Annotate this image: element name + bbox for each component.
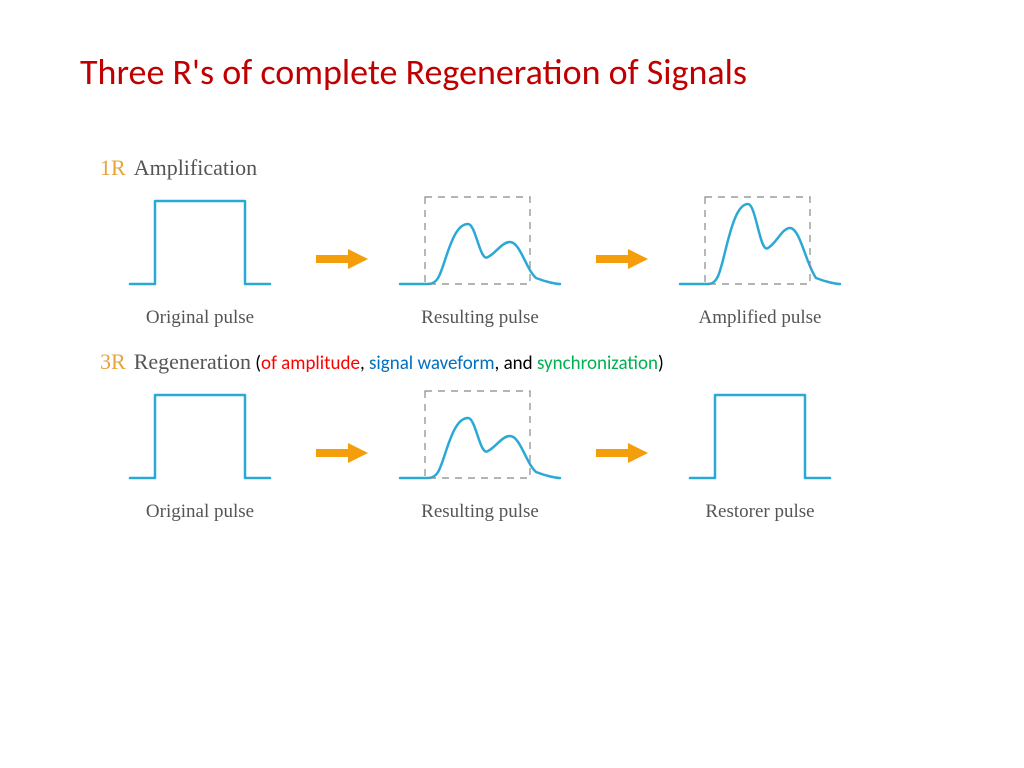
signal-caption: Resulting pulse [380,501,580,523]
section-header: 3R Regeneration (of amplitude, signal wav… [100,349,944,375]
signal-cell: Original pulse [100,383,300,523]
section-tag: 3R [100,349,126,374]
signal-caption: Original pulse [100,501,300,523]
signal-cell: Amplified pulse [660,189,860,329]
signal-row: Original pulse Resulting pulse Restorer pu… [100,383,944,523]
arrow-icon [310,438,370,468]
signal-cell: Resulting pulse [380,383,580,523]
page-title: Three R's of complete Regeneration of Si… [80,50,944,95]
section-name: Regeneration [134,349,251,374]
section-header: 1R Amplification [100,155,944,181]
section-3r: 3R Regeneration (of amplitude, signal wav… [80,349,944,523]
section-name: Amplification [134,155,257,180]
signal-cell: Original pulse [100,189,300,329]
arrow-icon [590,244,650,274]
arrow-icon [310,244,370,274]
signal-cell: Resulting pulse [380,189,580,329]
signal-caption: Original pulse [100,307,300,329]
distorted-pulse [380,189,580,299]
section-1r: 1R Amplification Original pulse Resulting p… [80,155,944,329]
square-pulse [100,383,300,493]
diagram-container: 1R Amplification Original pulse Resulting p… [80,155,944,523]
distorted-pulse [660,189,860,299]
signal-caption: Amplified pulse [660,307,860,329]
signal-caption: Resulting pulse [380,307,580,329]
section-tag: 1R [100,155,126,180]
section-note: (of amplitude, signal waveform, and sync… [251,352,664,375]
signal-row: Original pulse Resulting pulse Amplified p… [100,189,944,329]
arrow-icon [590,438,650,468]
signal-cell: Restorer pulse [660,383,860,523]
square-pulse [100,189,300,299]
square-pulse [660,383,860,493]
signal-caption: Restorer pulse [660,501,860,523]
distorted-pulse [380,383,580,493]
